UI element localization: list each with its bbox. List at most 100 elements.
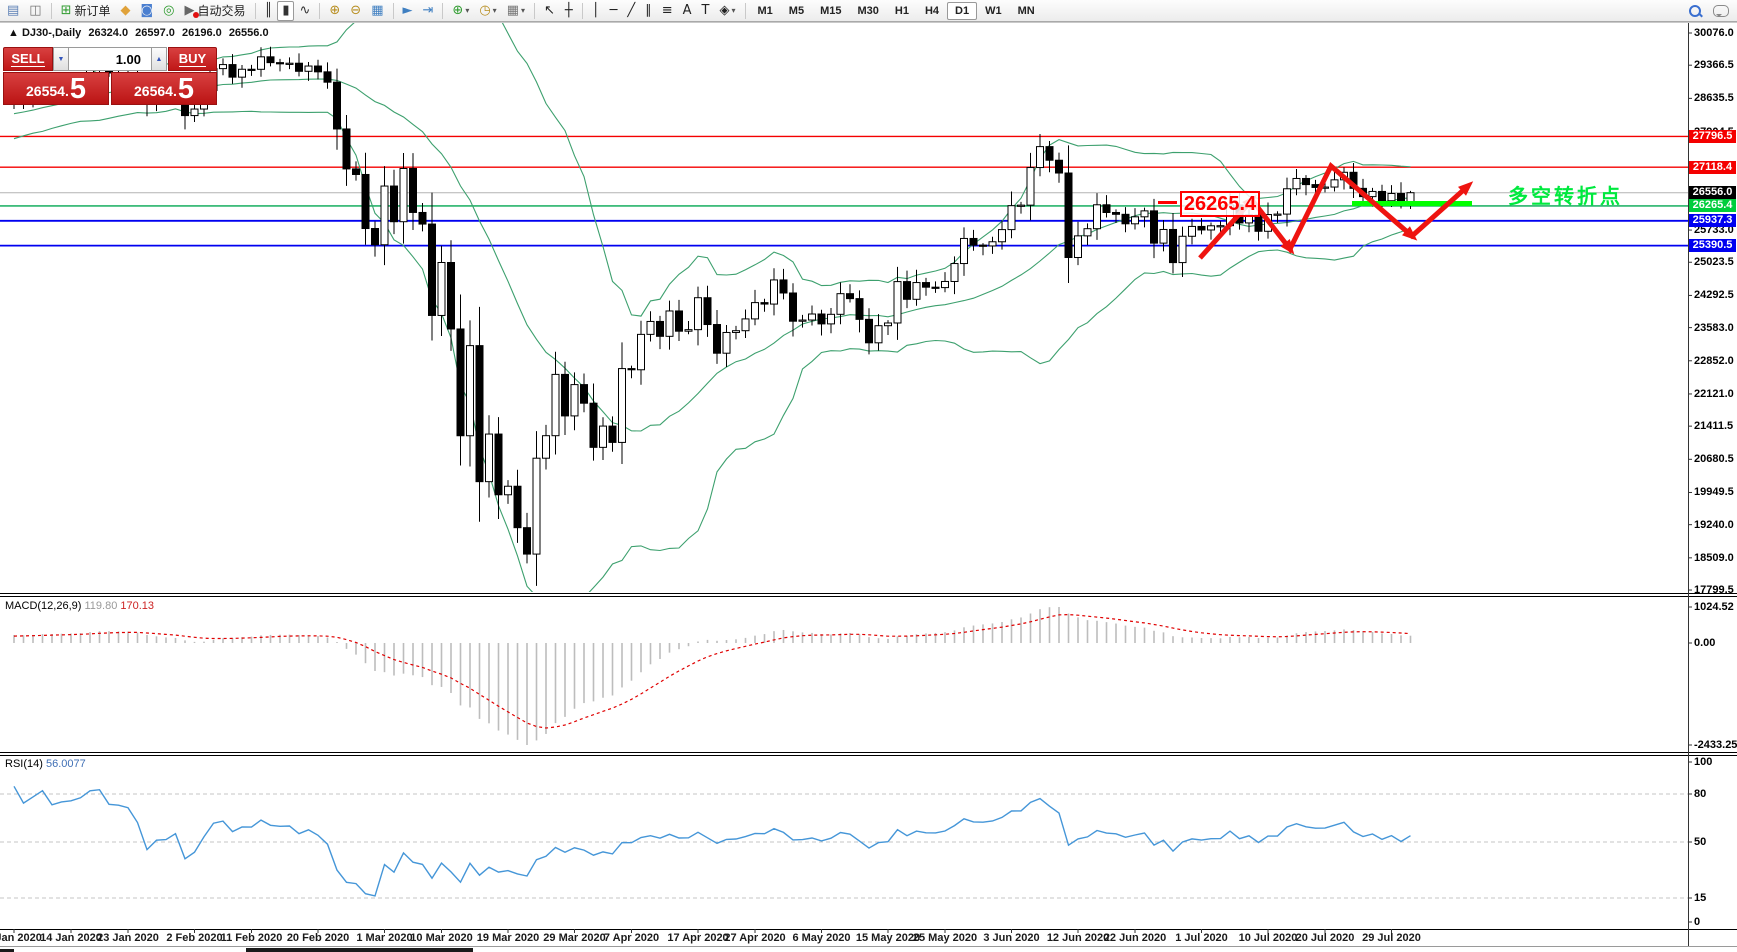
buy-price[interactable]: 26564. 5 (111, 72, 217, 105)
auto-scroll-icon[interactable]: ► (398, 1, 418, 21)
objects-icon[interactable]: ◆ (116, 1, 136, 21)
line-chart-icon: ∿ (299, 3, 311, 18)
horizontal-line-icon[interactable]: ─ (605, 1, 623, 21)
new-order-button[interactable]: ⊞ 新订单 (56, 1, 116, 21)
toolbar-separator (442, 2, 444, 19)
vertical-line-icon: │ (591, 3, 600, 18)
community-icon[interactable]: ◙ (136, 1, 159, 21)
symbol-label: ▲ DJ30-,Daily (8, 27, 82, 39)
price-axis-label: 25023.5 (1694, 256, 1734, 269)
volume-increase-button[interactable]: ▲ (151, 47, 167, 71)
sell-price[interactable]: 26554. 5 (3, 72, 109, 105)
terminal-icon[interactable]: ▤ (2, 1, 24, 21)
text-label-icon[interactable]: T (697, 1, 715, 21)
signals-icon: ◎ (163, 3, 175, 18)
sell-button[interactable]: SELL (3, 47, 53, 71)
tile-windows-icon[interactable]: ▦ (366, 1, 388, 21)
chart-shift-icon[interactable]: ⇥ (418, 1, 439, 21)
price-axis-label: 30076.0 (1694, 27, 1734, 39)
chart-shift-icon: ⇥ (422, 3, 434, 18)
price-axis-label: 24292.5 (1694, 289, 1734, 302)
price-axis-label: 20680.5 (1694, 453, 1734, 466)
zoom-in-icon[interactable]: ⊕ (324, 1, 345, 21)
candlestick-chart-icon: ▮ (282, 3, 290, 18)
bar-chart-icon: ║ (264, 3, 273, 18)
support-highlight[interactable] (1352, 201, 1472, 206)
fibonacci-icon[interactable]: ≡ (657, 1, 678, 21)
date-axis-label: 11 Feb 2020 (220, 932, 283, 944)
timeframe-mn[interactable]: MN (1017, 4, 1035, 17)
price-axis-label: 17799.5 (1694, 584, 1734, 597)
low-value: 26196.0 (181, 27, 222, 39)
auto-scroll-icon: ► (402, 3, 413, 18)
search-icon[interactable] (1687, 3, 1703, 19)
trendline-icon[interactable]: ╱ (622, 1, 640, 21)
price-callout[interactable]: 26265.4 (1180, 191, 1260, 217)
arrows-icon: ◈ (719, 3, 730, 18)
rsi-layer (0, 785, 1688, 899)
timeframe-w1[interactable]: W1 (985, 4, 1002, 17)
price-axis-label: 19949.5 (1694, 486, 1734, 499)
rsi-axis-label: 0 (1694, 916, 1701, 928)
date-axis-label: 12 Jun 2020 (1046, 932, 1110, 944)
macd-axis-label: 1024.52 (1694, 601, 1734, 613)
timeframe-h1[interactable]: H1 (894, 4, 909, 17)
volume-decrease-button[interactable]: ▼ (53, 47, 69, 71)
date-axis-label: 14 Jan 2020 (40, 932, 102, 944)
candlestick-chart-icon[interactable]: ▮ (277, 0, 295, 21)
crosshair-icon: ┼ (564, 3, 573, 18)
timeframe-m30[interactable]: M30 (857, 4, 879, 17)
equidistant-channel-icon: ∥ (645, 3, 652, 18)
zoom-out-icon[interactable]: ⊖ (345, 1, 366, 21)
text-icon: A (682, 3, 692, 18)
trendline-icon: ╱ (627, 3, 636, 18)
arrowhead-icon (1402, 226, 1418, 241)
chevron-down-icon: ▾ (731, 6, 736, 15)
price-axis-label: 19240.0 (1694, 518, 1734, 531)
equidistant-channel-icon[interactable]: ∥ (640, 1, 657, 21)
community-icon: ◙ (140, 3, 154, 18)
line-chart-icon[interactable]: ∿ (294, 1, 315, 21)
date-axis-label: 27 Apr 2020 (724, 932, 786, 944)
bar-chart-icon[interactable]: ║ (260, 1, 278, 21)
zoom-out-icon: ⊖ (350, 3, 362, 18)
crosshair-icon[interactable]: ┼ (560, 1, 578, 21)
timeframe-m1[interactable]: M1 (757, 4, 773, 17)
auto-trading-button[interactable]: ▶ 自动交易 (179, 1, 250, 21)
date-axis-label: 17 Apr 2020 (667, 932, 729, 944)
indicators-icon[interactable]: ⊕ ▾ (447, 1, 474, 21)
objects-icon: ◆ (120, 3, 131, 18)
price-tag-26265.4: 26265.4 (1689, 199, 1736, 213)
timeframe-h4[interactable]: H4 (924, 4, 939, 17)
bottom-bar-left (0, 949, 14, 952)
vertical-line-icon[interactable]: │ (587, 1, 605, 21)
periods-icon[interactable]: ◷ ▾ (474, 1, 501, 21)
chevron-down-icon: ▾ (492, 6, 497, 15)
chat-icon[interactable] (1713, 4, 1729, 17)
market-watch-icon[interactable]: ◫ (24, 1, 46, 21)
timeframe-m15[interactable]: M15 (820, 4, 842, 17)
auto-trading-button-label: 自动交易 (197, 4, 246, 18)
toolbar-right (1677, 3, 1729, 19)
rsi-axis-label: 50 (1694, 836, 1707, 848)
terminal-icon: ▤ (7, 3, 20, 18)
note-annotation[interactable]: 多空转折点 (1508, 186, 1623, 208)
buy-button[interactable]: BUY (168, 47, 217, 71)
signals-icon[interactable]: ◎ (158, 1, 179, 21)
indicators-icon: ⊕ (452, 3, 464, 18)
text-icon[interactable]: A (678, 1, 697, 21)
price-tag-26556: 26556.0 (1689, 186, 1736, 200)
bottom-divider (0, 946, 1737, 947)
close-value: 26556.0 (228, 27, 269, 39)
cursor-icon[interactable]: ↖ (539, 1, 560, 21)
chevron-down-icon: ▾ (465, 6, 470, 15)
toolbar-separator (319, 2, 321, 19)
timeframe-m5[interactable]: M5 (788, 4, 805, 17)
templates-icon[interactable]: ▦ ▾ (502, 1, 530, 21)
date-axis-label: 19 Mar 2020 (476, 932, 540, 944)
volume-input[interactable] (69, 48, 151, 70)
arrows-icon[interactable]: ◈ ▾ (714, 1, 740, 21)
timeframe-d1[interactable]: D1 (947, 1, 978, 20)
candles-layer (10, 23, 1415, 592)
